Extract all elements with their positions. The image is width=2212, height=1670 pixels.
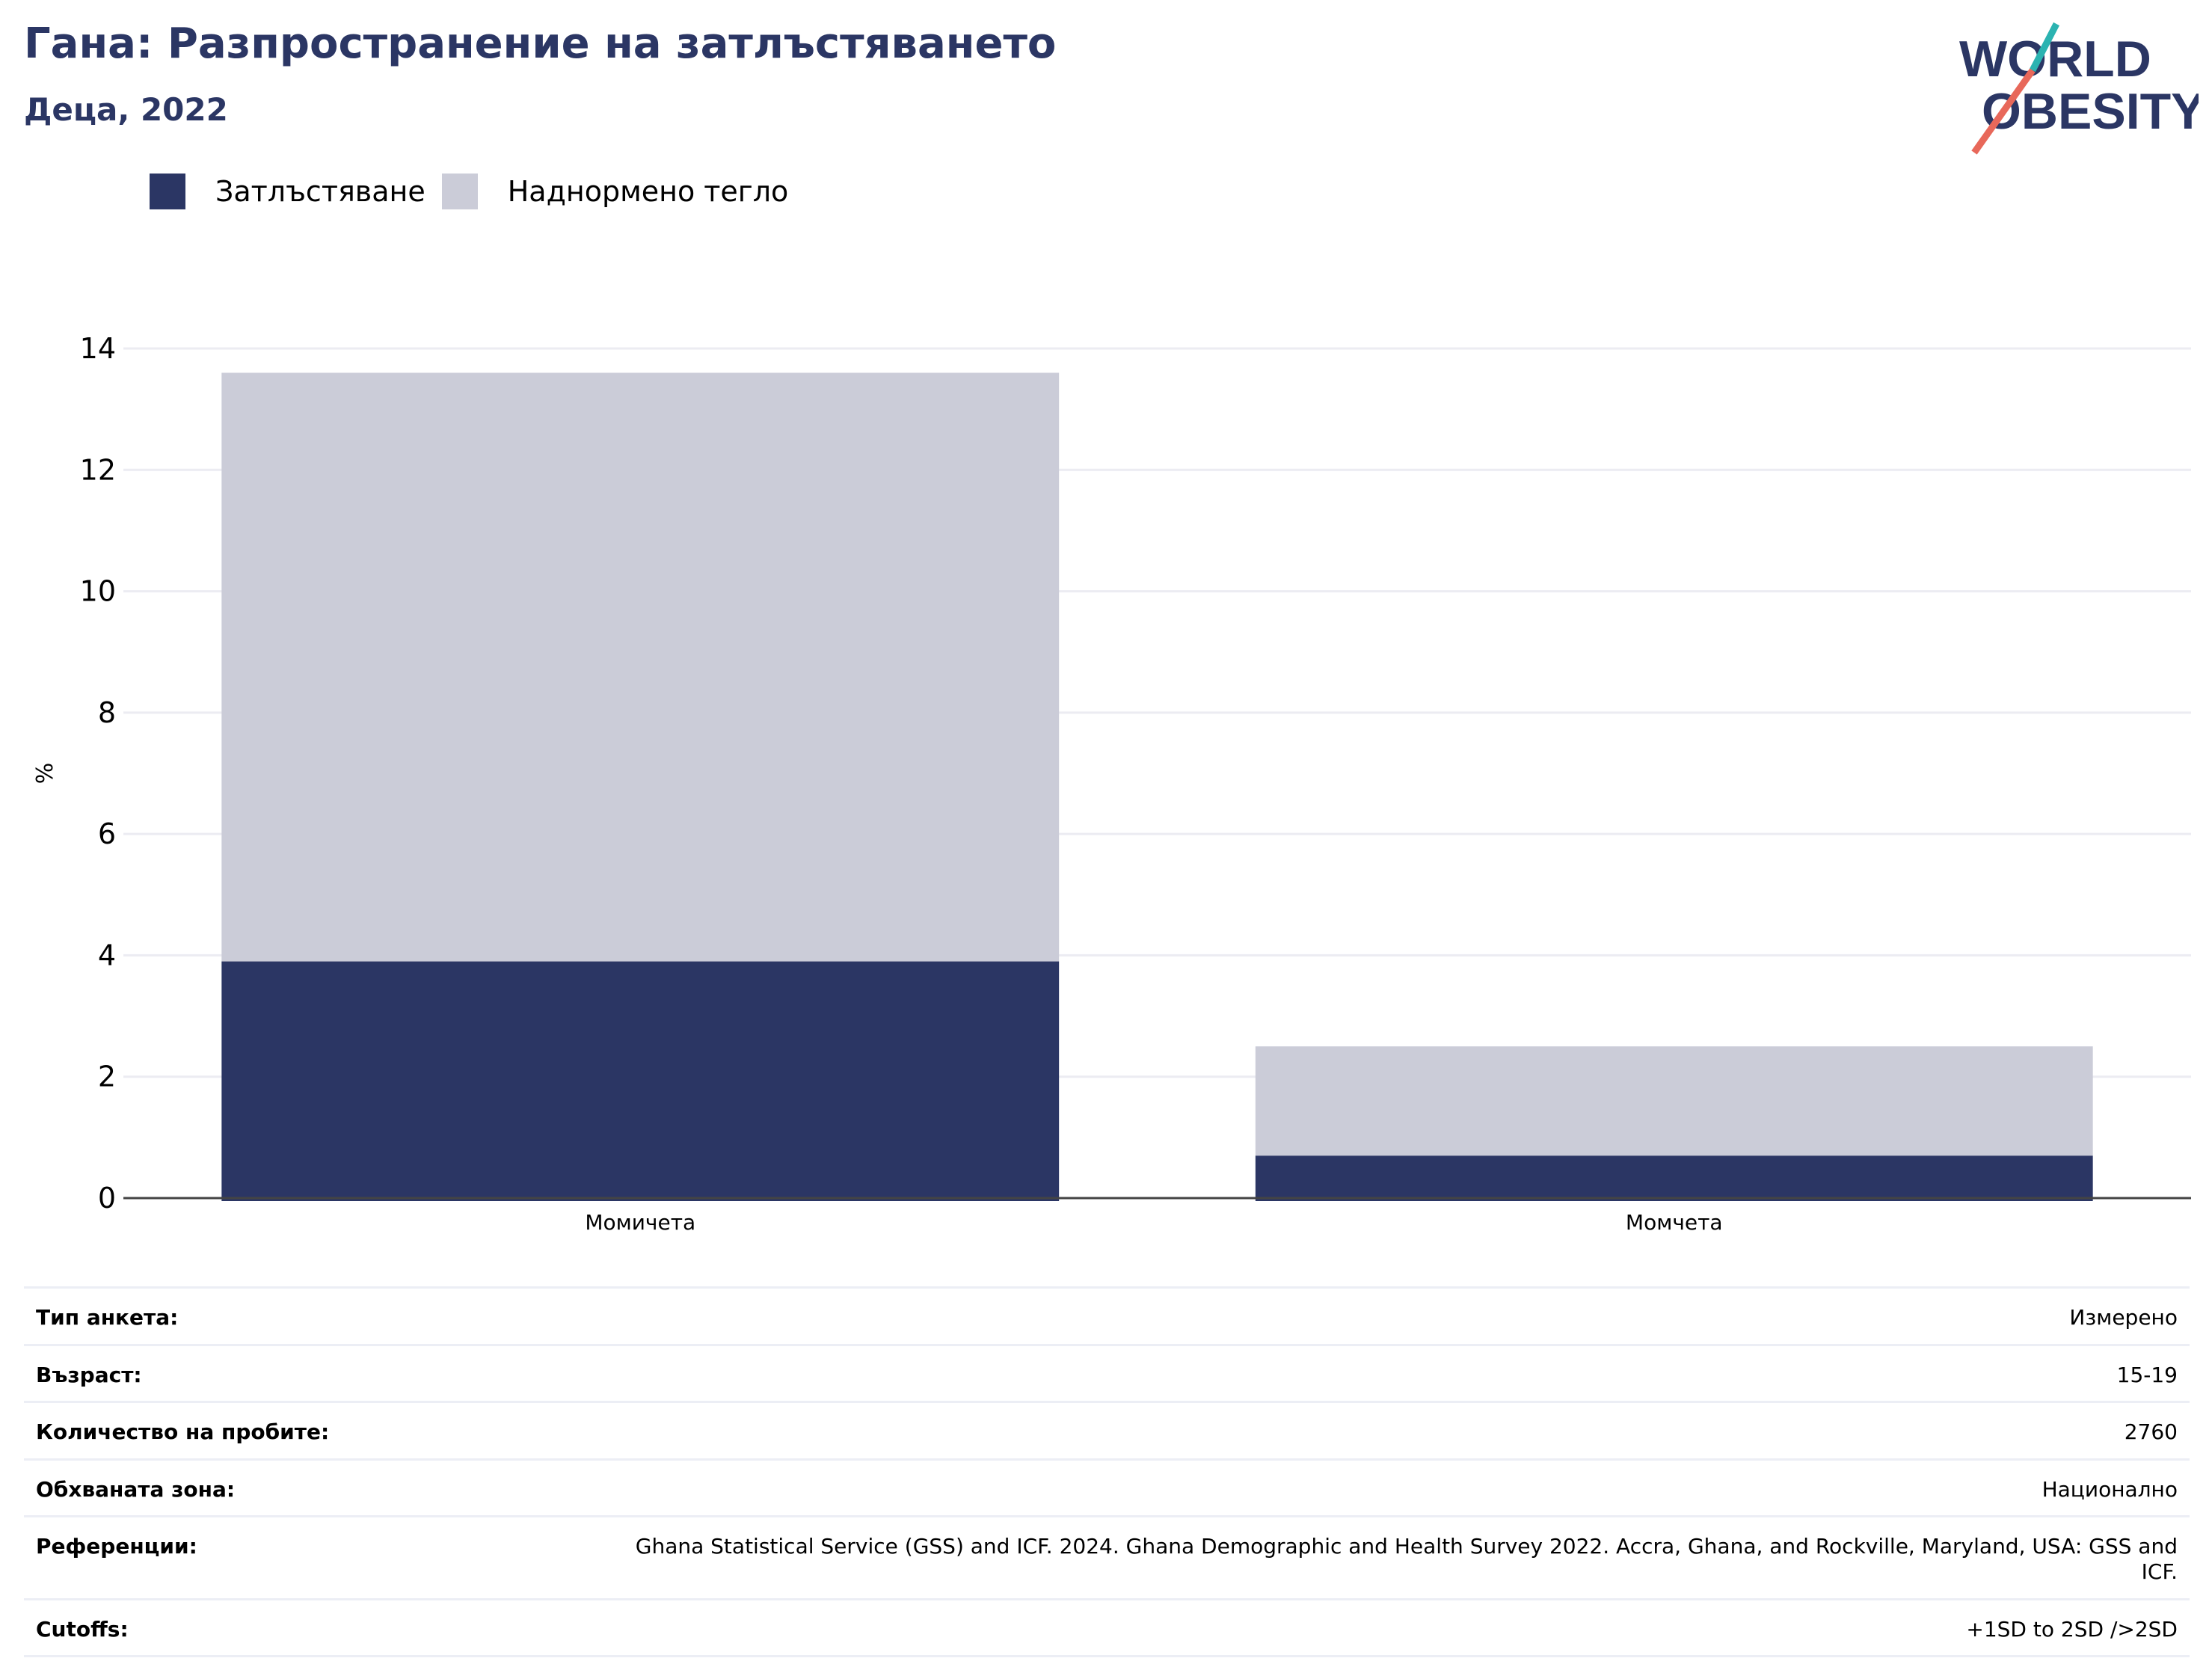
chart-title: Гана: Разпространение на затлъстяването <box>24 19 1057 68</box>
x-tick-label: Момичета <box>585 1210 695 1235</box>
meta-label: Възраст: <box>36 1362 142 1387</box>
legend-label-overweight: Наднормено тегло <box>507 175 789 208</box>
bar-segment <box>221 961 1060 1201</box>
meta-label: Референции: <box>36 1534 197 1559</box>
world-obesity-logo: WORLD OBESITY <box>1959 22 2199 155</box>
y-tick-label: 0 <box>98 1182 116 1215</box>
meta-label: Количество на пробите: <box>36 1419 330 1445</box>
survey-details-table: Тип анкета: Измерено Възраст: 15-19 Коли… <box>24 1286 2190 1658</box>
meta-value: Измерено <box>2069 1305 2178 1330</box>
meta-label: Cutoffs: <box>36 1616 129 1642</box>
meta-row: Референции: Ghana Statistical Service (G… <box>24 1515 2190 1597</box>
meta-value: Национално <box>2042 1476 2178 1502</box>
y-tick-label: 4 <box>98 939 116 971</box>
legend-item-overweight: Наднормено тегло <box>441 174 789 209</box>
legend-label-obesity: Затлъстяване <box>215 175 425 208</box>
y-tick-label: 12 <box>80 453 116 486</box>
y-tick-label: 6 <box>98 817 116 850</box>
bar-segment <box>1255 1046 2093 1156</box>
y-axis-label: % <box>32 763 58 785</box>
y-tick-label: 14 <box>80 332 116 365</box>
legend-swatch-overweight <box>441 174 478 209</box>
x-tick-label: Момчета <box>1626 1210 1723 1235</box>
meta-label: Обхваната зона: <box>36 1476 236 1502</box>
chart-subtitle: Деца, 2022 <box>24 91 228 128</box>
meta-row: Cutoffs: +1SD to 2SD />2SD <box>24 1597 2190 1658</box>
bar-segment <box>1255 1155 2093 1201</box>
bar-segment <box>221 372 1060 962</box>
meta-row: Обхваната зона: Национално <box>24 1458 2190 1516</box>
y-tick-label: 10 <box>80 575 116 608</box>
meta-row: Възраст: 15-19 <box>24 1343 2190 1402</box>
meta-row: Количество на пробите: 2760 <box>24 1401 2190 1458</box>
y-tick-label: 8 <box>98 696 116 729</box>
meta-value: +1SD to 2SD />2SD <box>1966 1616 2178 1642</box>
bar-chart: 0 2 4 6 8 10 12 14% Момичета Момчета <box>32 332 2191 1235</box>
meta-row: Тип анкета: Измерено <box>24 1286 2190 1344</box>
meta-value: Ghana Statistical Service (GSS) and ICF.… <box>635 1534 2178 1584</box>
legend-swatch-obesity <box>150 174 185 209</box>
meta-value: 15-19 <box>2116 1362 2178 1387</box>
svg-text:WORLD: WORLD <box>1959 31 2151 88</box>
meta-label: Тип анкета: <box>36 1305 179 1330</box>
chart-legend: Затлъстяване Наднормено тегло <box>150 172 805 211</box>
meta-value: 2760 <box>2124 1419 2178 1445</box>
legend-item-obesity: Затлъстяване <box>150 174 425 209</box>
y-tick-label: 2 <box>98 1060 116 1093</box>
